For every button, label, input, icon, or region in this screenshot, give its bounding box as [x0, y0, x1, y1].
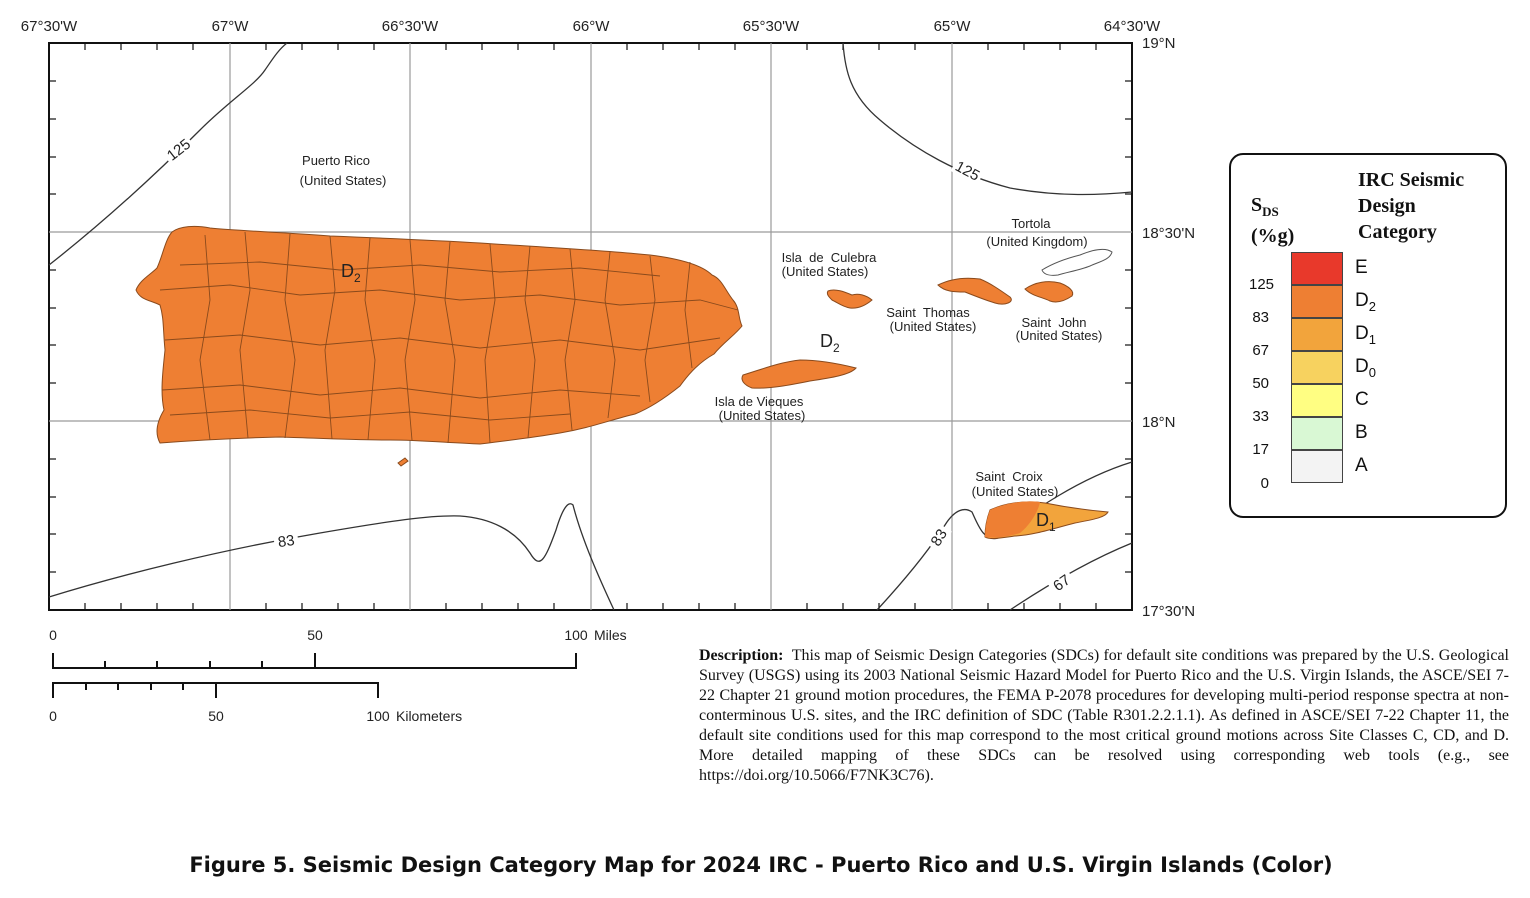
description-text: This map of Seismic Design Categories (S… [699, 647, 1509, 784]
legend-threshold-33: 33 [1252, 408, 1269, 425]
lat-label-18: 18°N [1142, 414, 1176, 431]
legend-swatch-d2 [1291, 285, 1343, 318]
legend-label-a: A [1355, 455, 1368, 476]
scale-km-50: 50 [208, 708, 224, 724]
place-tortola-country: (United Kingdom) [986, 234, 1087, 249]
place-puerto-rico-country: (United States) [300, 173, 387, 188]
legend-threshold-125: 125 [1249, 276, 1275, 293]
legend-threshold-17: 17 [1252, 441, 1269, 458]
place-culebra-country: (United States) [782, 264, 869, 279]
lon-label-64-30: 64°30'W [1104, 18, 1161, 35]
scale-bar-kilometers: 0 50 100 Kilometers [49, 682, 462, 724]
legend: SDS (%g) IRC Seismic Design Category E D2… [1229, 153, 1507, 518]
place-saint-john-country: (United States) [1016, 328, 1103, 343]
sdc-label-saint-croix: D1 [1036, 510, 1056, 534]
puerto-rico-island [135, 225, 743, 467]
legend-threshold-0: 0 [1260, 475, 1269, 492]
place-vieques-country: (United States) [719, 408, 806, 423]
lat-label-18-30: 18°30'N [1142, 225, 1195, 242]
place-vieques-name: Isla de Vieques [715, 394, 804, 409]
scale-miles-50: 50 [307, 627, 323, 643]
scale-miles-100: 100 [564, 627, 588, 643]
lon-label-66: 66°W [573, 18, 611, 35]
legend-swatch-d1 [1291, 318, 1343, 351]
legend-label-d2: D2 [1355, 290, 1376, 314]
contour-label-67: 67 [1050, 571, 1073, 594]
contour-125-east [842, 42, 1133, 196]
legend-swatch-b [1291, 417, 1343, 450]
description-block: Description: This map of Seismic Design … [699, 646, 1509, 786]
scale-km-100: 100 [366, 708, 390, 724]
legend-label-d1: D1 [1355, 323, 1376, 347]
lon-label-66-30: 66°30'W [382, 18, 439, 35]
coordinate-labels: 67°30'W 67°W 66°30'W 66°W 65°30'W 65°W 6… [21, 18, 1195, 620]
place-culebra-name: Isla de Culebra [782, 250, 877, 265]
legend-label-b: B [1355, 422, 1368, 443]
lon-label-67: 67°W [212, 18, 250, 35]
saint-john-island [1024, 281, 1074, 303]
legend-sds-label: SDS (%g) [1251, 194, 1295, 247]
lat-label-19: 19°N [1142, 35, 1176, 52]
place-saint-croix-name: Saint Croix [975, 469, 1043, 484]
legend-title: IRC Seismic Design Category [1358, 169, 1465, 243]
contour-lines [48, 42, 1133, 611]
legend-label-d0: D0 [1355, 356, 1376, 380]
contour-label-83-east: 83 [928, 526, 951, 549]
scale-miles-unit: Miles [594, 627, 627, 643]
contour-83-east [876, 461, 1133, 611]
place-saint-thomas-country: (United States) [890, 319, 977, 334]
scale-km-unit: Kilometers [396, 708, 462, 724]
description-heading: Description: [699, 647, 784, 664]
legend-threshold-67: 67 [1252, 342, 1269, 359]
vieques-island [741, 359, 857, 389]
legend-threshold-83: 83 [1252, 309, 1269, 326]
contour-label-83-south: 83 [277, 532, 296, 551]
lon-label-67-30: 67°30'W [21, 18, 78, 35]
frame-ticks [49, 43, 1132, 610]
place-tortola-name: Tortola [1011, 216, 1051, 231]
legend-swatch-e [1291, 252, 1343, 285]
legend-swatch-c [1291, 384, 1343, 417]
scale-bar-miles: 0 50 100 Miles [49, 627, 627, 669]
contour-125-west [48, 42, 288, 266]
lon-label-65: 65°W [934, 18, 972, 35]
place-saint-john-name: Saint John [1021, 315, 1086, 330]
municipality-boundaries [159, 231, 739, 444]
place-saint-thomas-name: Saint Thomas [886, 305, 970, 320]
place-puerto-rico-name: Puerto Rico [302, 153, 370, 168]
place-names: Puerto Rico (United States) Isla de Cule… [300, 153, 1103, 499]
figure-caption: Figure 5. Seismic Design Category Map fo… [189, 853, 1333, 877]
lon-label-65-30: 65°30'W [743, 18, 800, 35]
saint-croix-island [984, 501, 1109, 540]
legend-swatch-a [1291, 450, 1343, 483]
saint-thomas-island [937, 277, 1012, 305]
contour-83-south [48, 503, 615, 611]
legend-label-c: C [1355, 389, 1369, 410]
sdc-label-puerto-rico: D2 [341, 261, 361, 285]
legend-threshold-50: 50 [1252, 375, 1269, 392]
graticule [49, 43, 1132, 610]
legend-label-e: E [1355, 257, 1368, 278]
tortola-island [1041, 248, 1113, 276]
scale-miles-0: 0 [49, 627, 57, 643]
sdc-label-vieques: D2 [820, 331, 840, 355]
contour-labels: 125 125 83 83 67 [160, 132, 1076, 597]
place-saint-croix-country: (United States) [972, 484, 1059, 499]
culebra-island [826, 289, 873, 309]
lat-label-17-30: 17°30'N [1142, 603, 1195, 620]
legend-swatch-d0 [1291, 351, 1343, 384]
scale-km-0: 0 [49, 708, 57, 724]
